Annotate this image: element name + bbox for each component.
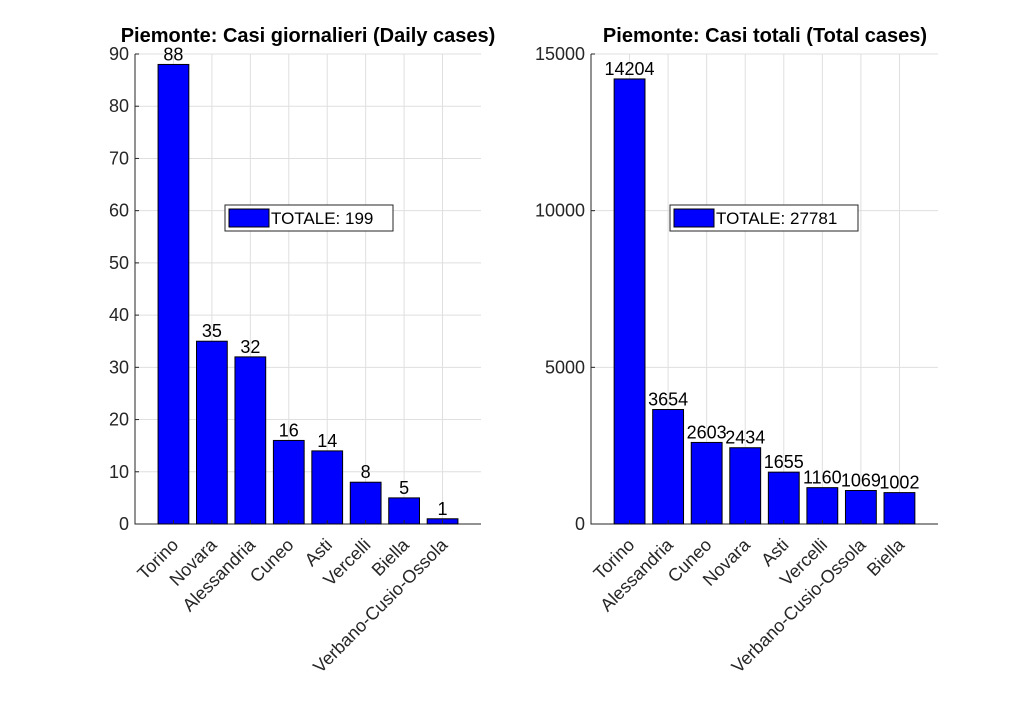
bar-value-label: 1002	[879, 473, 919, 493]
bar	[767, 471, 800, 525]
y-tick-label: 10	[109, 462, 129, 482]
y-tick-label: 15000	[535, 44, 585, 64]
x-tick-label: Biella	[863, 534, 909, 580]
bar-value-label: 2603	[687, 422, 727, 442]
bar	[690, 441, 723, 525]
bar-value-label: 16	[279, 420, 299, 440]
plot-area	[135, 54, 481, 524]
y-tick-label: 30	[109, 357, 129, 377]
bar-value-label: 5	[399, 478, 409, 498]
plot-area	[591, 54, 938, 524]
legend-swatch	[673, 208, 715, 228]
y-tick-label: 0	[575, 514, 585, 534]
bar	[234, 356, 267, 525]
chart-title: Piemonte: Casi giornalieri (Daily cases)	[121, 25, 496, 47]
bar	[349, 481, 382, 525]
bar-value-label: 3654	[648, 390, 688, 410]
bar	[883, 492, 916, 525]
y-tick-label: 80	[109, 96, 129, 116]
bar-value-label: 1	[438, 499, 448, 519]
bar	[806, 487, 839, 525]
total-cases-chart: 05000100001500014204Torino3654Alessandri…	[535, 25, 938, 677]
bar-value-label: 14204	[605, 59, 655, 79]
bar-value-label: 1655	[764, 452, 804, 472]
bar-value-label: 2434	[725, 428, 765, 448]
bar	[844, 490, 877, 525]
bar	[272, 439, 305, 525]
y-tick-label: 70	[109, 148, 129, 168]
y-tick-label: 90	[109, 44, 129, 64]
y-tick-label: 50	[109, 253, 129, 273]
x-tick-label: Cuneo	[246, 535, 298, 587]
bar	[729, 447, 762, 525]
chart-title: Piemonte: Casi totali (Total cases)	[603, 25, 927, 47]
bar-value-label: 1069	[841, 471, 881, 491]
y-tick-label: 10000	[535, 201, 585, 221]
y-tick-label: 5000	[545, 357, 585, 377]
bar	[157, 63, 190, 525]
bar	[388, 497, 420, 525]
legend: TOTALE: 27781	[669, 204, 859, 232]
bar-value-label: 35	[202, 321, 222, 341]
bar	[652, 409, 685, 525]
bar-value-label: 1160	[803, 468, 842, 488]
bar-value-label: 14	[317, 431, 337, 451]
bar-value-label: 8	[361, 462, 371, 482]
bar-value-label: 88	[163, 44, 183, 64]
legend-label: TOTALE: 199	[271, 209, 373, 228]
legend: TOTALE: 199	[224, 204, 394, 232]
legend-swatch	[228, 208, 270, 228]
bar-value-label: 32	[240, 337, 260, 357]
y-tick-label: 40	[109, 305, 129, 325]
y-tick-label: 60	[109, 201, 129, 221]
bar	[311, 450, 344, 525]
legend-label: TOTALE: 27781	[716, 209, 837, 228]
bar	[613, 78, 646, 525]
bar	[196, 340, 228, 525]
y-tick-label: 0	[119, 514, 129, 534]
y-tick-label: 20	[109, 410, 129, 430]
